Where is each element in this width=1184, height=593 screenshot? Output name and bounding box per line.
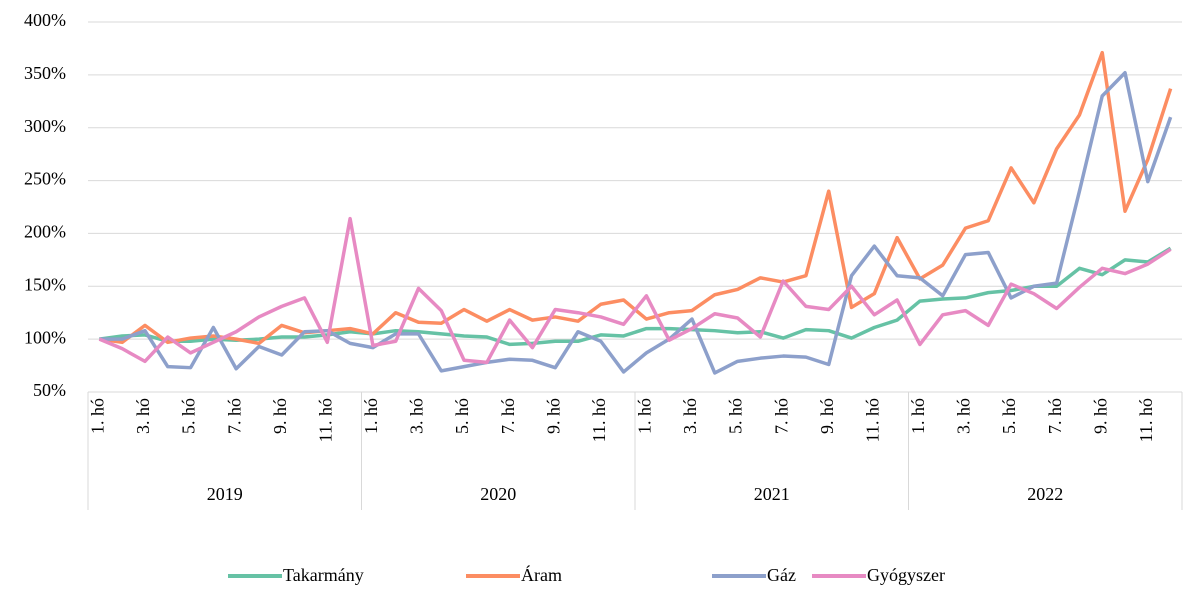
x-tick-label: 5. hó — [179, 398, 199, 434]
series-line — [99, 50, 1173, 346]
x-tick-label: 3. hó — [133, 398, 153, 434]
x-tick-label: 3. hó — [954, 398, 974, 434]
x-tick-label: 9. hó — [817, 398, 837, 434]
x-tick-label: 7. hó — [498, 398, 518, 434]
y-tick-label: 100% — [24, 327, 66, 347]
legend-label: Takarmány — [283, 565, 364, 585]
x-tick-label: 5. hó — [452, 398, 472, 434]
year-label: 2020 — [480, 484, 516, 504]
x-tick-label: 7. hó — [224, 398, 244, 434]
y-tick-label: 250% — [24, 169, 66, 189]
x-tick-label: 9. hó — [270, 398, 290, 434]
y-tick-label: 400% — [24, 10, 66, 30]
year-label: 2021 — [754, 484, 790, 504]
x-tick-label: 11. hó — [862, 398, 882, 442]
legend-label: Gáz — [767, 565, 796, 585]
x-tick-label: 1. hó — [361, 398, 381, 434]
legend-label: Áram — [521, 564, 562, 585]
x-tick-label: 9. hó — [1090, 398, 1110, 434]
x-tick-label: 5. hó — [726, 398, 746, 434]
x-tick-label: 11. hó — [315, 398, 335, 442]
x-tick-label: 5. hó — [999, 398, 1019, 434]
y-tick-label: 300% — [24, 116, 66, 136]
x-tick-label: 1. hó — [88, 398, 108, 434]
x-tick-label: 7. hó — [771, 398, 791, 434]
series-line — [99, 70, 1173, 375]
x-tick-label: 1. hó — [635, 398, 655, 434]
year-label: 2022 — [1027, 484, 1063, 504]
series-line — [98, 216, 1172, 365]
y-tick-label: 350% — [24, 63, 66, 83]
y-tick-label: 150% — [24, 274, 66, 294]
y-tick-label: 200% — [24, 222, 66, 242]
x-tick-label: 11. hó — [1136, 398, 1156, 442]
y-tick-label: 50% — [33, 380, 66, 400]
x-tick-label: 3. hó — [407, 398, 427, 434]
x-tick-label: 3. hó — [680, 398, 700, 434]
x-tick-label: 1. hó — [908, 398, 928, 434]
series-line — [99, 246, 1172, 347]
legend-label: Gyógyszer — [867, 565, 945, 585]
year-label: 2019 — [207, 484, 243, 504]
x-tick-label: 11. hó — [589, 398, 609, 442]
x-tick-label: 9. hó — [543, 398, 563, 434]
x-tick-label: 7. hó — [1045, 398, 1065, 434]
